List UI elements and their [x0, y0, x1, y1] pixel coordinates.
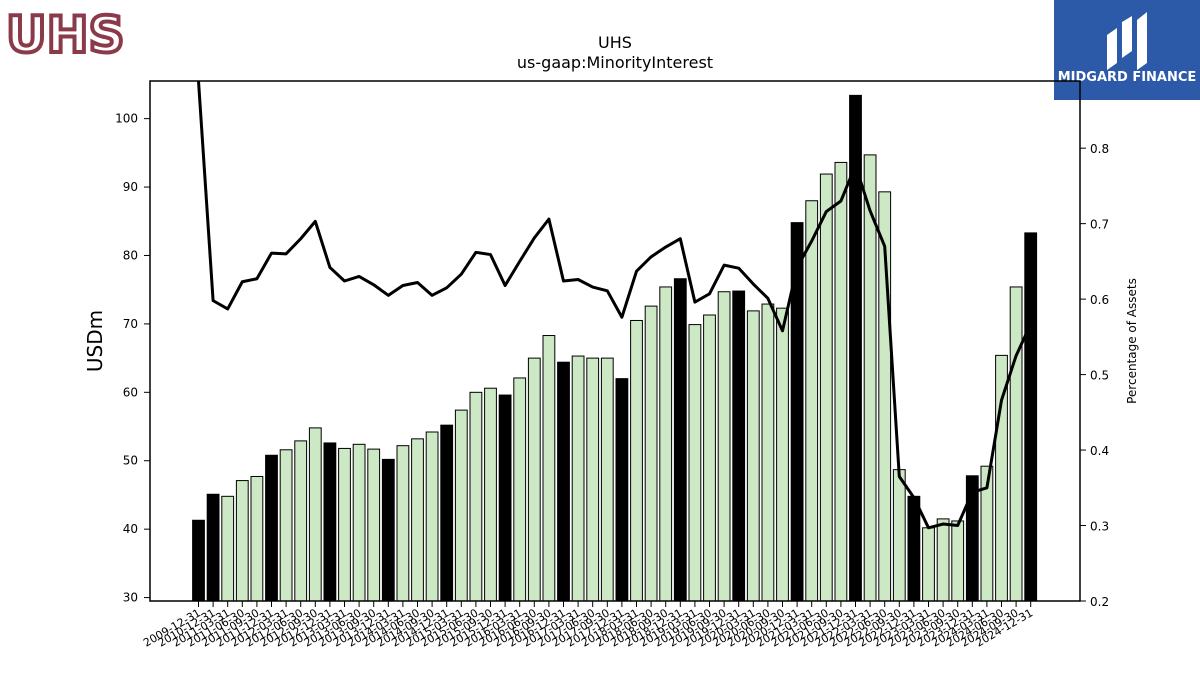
y2-tick-label: 0.4: [1090, 444, 1109, 458]
bar-2018-06-30: [644, 305, 658, 602]
bar-2023-06-30: [936, 518, 950, 602]
bar-2023-09-30: [951, 520, 965, 602]
y2-tick-label: 0.5: [1090, 369, 1109, 383]
bar-2017-03-31: [571, 355, 585, 602]
bar-2014-09-30: [425, 431, 439, 602]
bar-2012-12-31: [323, 442, 337, 602]
bar-2023-03-31: [922, 527, 935, 602]
y-tick-label: 30: [123, 591, 138, 605]
bar-2016-12-31: [557, 361, 570, 602]
bar-2015-09-30: [484, 387, 497, 602]
bar-2016-09-30: [542, 335, 556, 602]
bar-2018-03-31: [630, 319, 643, 602]
bar-2017-12-31: [615, 378, 629, 602]
bar-2016-03-31: [513, 377, 527, 602]
bar-2022-12-31: [907, 495, 921, 602]
y-tick-label: 60: [123, 385, 138, 399]
y2-axis: 0.2 0.3 0.4 0.5 0.6 0.7 0.8: [1080, 142, 1109, 609]
bar-2018-12-31: [673, 278, 687, 602]
bar-2021-09-30: [834, 161, 848, 602]
bar-2019-12-31: [732, 290, 746, 602]
y2-tick-label: 0.7: [1090, 218, 1109, 232]
bar-2013-03-31: [338, 447, 351, 602]
bar-2012-06-30: [294, 440, 308, 602]
bar-2015-03-31: [454, 409, 468, 602]
y-tick-label: 80: [123, 248, 138, 262]
bar-2019-09-30: [717, 291, 731, 602]
y-tick-label: 100: [115, 112, 138, 126]
bar-2014-03-31: [396, 445, 410, 602]
brand-logo: MIDGARD FINANCE: [1054, 0, 1200, 100]
bar-2021-12-31: [849, 94, 862, 602]
bar-2024-09-30: [1009, 286, 1023, 602]
bar-2012-03-31: [279, 449, 293, 602]
bar-2014-12-31: [440, 424, 454, 602]
y2-tick-label: 0.8: [1090, 142, 1109, 156]
bar-2020-06-30: [761, 303, 775, 602]
y-axis-label: USDm: [83, 310, 107, 372]
bar-2021-03-31: [805, 200, 819, 602]
bar-2010-12-31: [206, 493, 220, 602]
y2-tick-label: 0.6: [1090, 293, 1109, 307]
bar-2015-12-31: [498, 394, 512, 602]
y-axis: 30 40 50 60 70 80 90 100: [115, 112, 150, 605]
company-logo: UHS: [6, 6, 124, 64]
bar-2018-09-30: [659, 286, 673, 602]
y-tick-label: 50: [123, 454, 138, 468]
bar-2011-03-31: [221, 495, 235, 602]
bar-2012-09-30: [308, 427, 322, 602]
pct-of-assets-line: [197, 80, 1033, 530]
bar-2019-03-31: [688, 324, 702, 602]
bar-2014-06-30: [411, 438, 424, 602]
bar-2011-06-30: [235, 480, 249, 602]
bar-2021-06-30: [819, 173, 833, 602]
x-axis: 2009-12-312010-12-312011-03-312011-06-30…: [141, 601, 1035, 650]
y-tick-label: 70: [123, 317, 138, 331]
brand-mark-icon: [1107, 12, 1147, 70]
bar-2024-12-31: [1024, 232, 1038, 602]
bar-2016-06-30: [527, 357, 541, 602]
bar-2011-12-31: [265, 454, 278, 602]
chart-subtitle: us-gaap:MinorityInterest: [517, 53, 713, 72]
bar-2020-09-30: [776, 307, 789, 602]
bar-2011-09-30: [250, 475, 264, 602]
y-tick-label: 90: [123, 180, 138, 194]
bar-2022-09-30: [892, 469, 906, 602]
bar-2015-06-30: [469, 391, 483, 602]
bar-2017-09-30: [600, 357, 614, 602]
y2-tick-label: 0.2: [1090, 595, 1109, 609]
y2-axis-label: Percentage of Assets: [1125, 278, 1139, 404]
chart-title: UHS: [598, 33, 632, 52]
y-tick-label: 40: [123, 522, 138, 536]
bar-2013-09-30: [367, 448, 381, 602]
bar-series: [192, 94, 1038, 602]
bar-2017-06-30: [586, 357, 600, 602]
y2-tick-label: 0.3: [1090, 520, 1109, 534]
bar-2013-06-30: [352, 443, 366, 602]
bar-2020-03-31: [746, 310, 760, 602]
plot-area-frame: [149, 80, 1081, 602]
bar-2019-06-30: [703, 314, 716, 602]
bar-2009-12-31: [192, 519, 205, 602]
brand-name: MIDGARD FINANCE: [1058, 70, 1197, 85]
bar-2013-12-31: [381, 458, 395, 602]
